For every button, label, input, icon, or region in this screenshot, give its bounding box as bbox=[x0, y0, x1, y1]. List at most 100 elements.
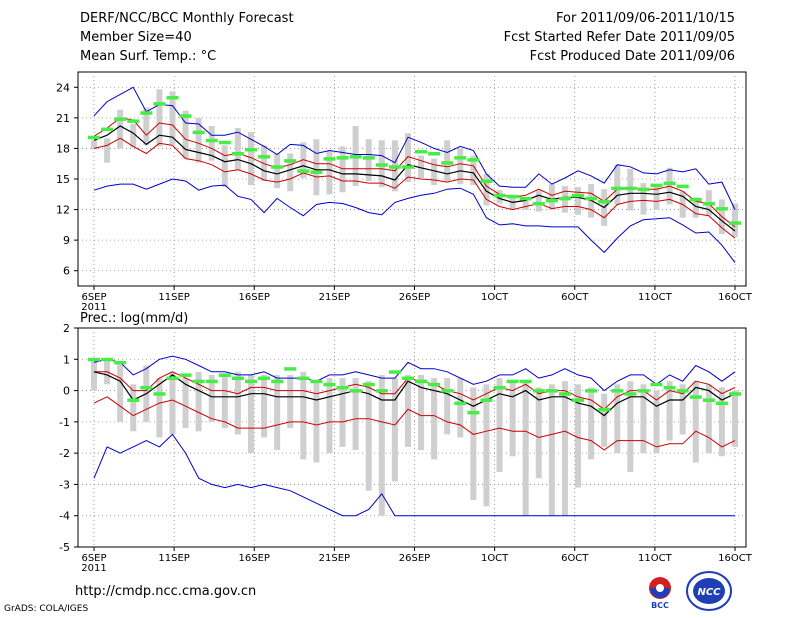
observed-marker bbox=[702, 201, 715, 206]
spread-box bbox=[104, 138, 111, 163]
observed-marker bbox=[558, 196, 571, 201]
observed-marker bbox=[297, 376, 310, 381]
spread-box bbox=[444, 140, 451, 182]
spread-box bbox=[365, 381, 372, 491]
x-tick-label: 16SEP bbox=[239, 553, 270, 564]
x-tick-label: 16OCT bbox=[718, 553, 753, 564]
observed-marker bbox=[598, 407, 611, 412]
member-size: Member Size=40 bbox=[80, 30, 192, 45]
observed-marker bbox=[715, 207, 728, 211]
spread-box bbox=[522, 197, 529, 210]
produced-date: Fcst Produced Date 2011/09/06 bbox=[529, 49, 735, 64]
observed-marker bbox=[401, 376, 414, 381]
spread-box bbox=[666, 381, 673, 441]
y-tick-label: 6 bbox=[63, 265, 70, 278]
observed-marker bbox=[650, 382, 663, 387]
y-tick-label: -5 bbox=[59, 541, 70, 554]
spread-box bbox=[91, 359, 97, 391]
spread-box bbox=[313, 381, 320, 463]
y-tick-label: 1 bbox=[63, 353, 70, 366]
observed-marker bbox=[258, 155, 271, 159]
x-tick-label: 11OCT bbox=[638, 553, 673, 564]
spread-box bbox=[143, 107, 150, 146]
observed-marker bbox=[663, 181, 676, 186]
observed-marker bbox=[388, 165, 401, 169]
spread-box bbox=[509, 197, 516, 210]
series-min-line bbox=[93, 178, 736, 263]
spread-box bbox=[561, 381, 568, 516]
observed-marker bbox=[349, 389, 362, 393]
observed-marker bbox=[558, 392, 571, 396]
spread-box bbox=[548, 184, 555, 210]
spread-box bbox=[705, 384, 712, 454]
observed-marker bbox=[415, 379, 428, 384]
observed-marker bbox=[88, 135, 100, 140]
spread-box bbox=[614, 164, 621, 205]
observed-marker bbox=[467, 410, 480, 415]
x-tick-label: 11SEP bbox=[158, 292, 189, 303]
y-tick-label: -1 bbox=[59, 416, 70, 429]
spread-box bbox=[221, 374, 228, 429]
spread-box bbox=[247, 374, 254, 454]
spread-box bbox=[195, 371, 202, 432]
observed-marker bbox=[362, 382, 375, 387]
spread-box bbox=[169, 371, 176, 435]
source-url[interactable]: http://cmdp.ncc.cma.gov.cn bbox=[75, 584, 257, 599]
observed-marker bbox=[532, 201, 545, 206]
observed-marker bbox=[323, 382, 336, 387]
y-tick-label: 24 bbox=[56, 81, 70, 94]
observed-marker bbox=[650, 183, 663, 188]
observed-marker bbox=[205, 138, 218, 143]
spread-box bbox=[208, 126, 215, 161]
observed-marker bbox=[598, 199, 611, 204]
observed-marker bbox=[231, 376, 244, 381]
spread-box bbox=[470, 387, 477, 501]
spread-box bbox=[653, 184, 660, 210]
observed-marker bbox=[729, 392, 741, 396]
observed-marker bbox=[545, 389, 558, 393]
precip-title: Prec.: log(mm/d) bbox=[80, 311, 188, 326]
observed-marker bbox=[205, 379, 218, 384]
observed-marker bbox=[140, 111, 153, 115]
observed-marker bbox=[441, 389, 454, 393]
observed-marker bbox=[428, 152, 441, 156]
observed-marker bbox=[166, 376, 179, 381]
spread-box bbox=[208, 374, 215, 422]
x-year-label: 2011 bbox=[81, 302, 106, 313]
spread-box bbox=[117, 109, 124, 149]
spread-box bbox=[274, 153, 281, 189]
x-tick-label: 26SEP bbox=[399, 553, 430, 564]
observed-marker bbox=[441, 161, 454, 165]
spread-box bbox=[365, 139, 372, 182]
y-tick-label: 21 bbox=[56, 112, 70, 125]
spread-box bbox=[575, 384, 582, 488]
observed-marker bbox=[454, 401, 467, 406]
observed-marker bbox=[572, 398, 585, 402]
spread-box bbox=[300, 371, 307, 460]
series-lower-line bbox=[93, 137, 736, 239]
spread-box bbox=[156, 378, 163, 438]
series-mean-line bbox=[93, 371, 736, 417]
y-tick-label: -3 bbox=[59, 478, 70, 491]
spread-box bbox=[444, 378, 451, 435]
x-tick-label: 26SEP bbox=[399, 292, 430, 303]
spread-box bbox=[732, 203, 738, 238]
series-max-line bbox=[93, 86, 736, 210]
spread-box bbox=[548, 384, 555, 516]
spread-box bbox=[522, 381, 529, 516]
observed-marker bbox=[271, 379, 284, 384]
x-tick-label: 1OCT bbox=[481, 553, 509, 564]
observed-marker bbox=[362, 156, 375, 160]
observed-marker bbox=[519, 379, 532, 384]
spread-box bbox=[692, 197, 699, 218]
observed-marker bbox=[284, 367, 297, 371]
observed-marker bbox=[140, 385, 153, 390]
x-year-label: 2011 bbox=[81, 563, 106, 574]
observed-marker bbox=[297, 169, 310, 173]
header-left: DERF/NCC/BCC Monthly Forecast Member Siz… bbox=[80, 10, 294, 67]
spread-box bbox=[718, 387, 725, 457]
observed-marker bbox=[310, 379, 323, 384]
x-tick-label: 6OCT bbox=[561, 553, 589, 564]
spread-box bbox=[431, 158, 438, 186]
observed-marker bbox=[401, 165, 414, 169]
